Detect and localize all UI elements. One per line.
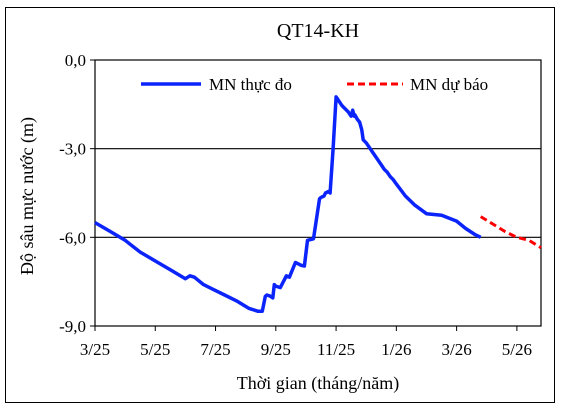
plot-area <box>94 59 542 327</box>
x-tick-label: 3/26 <box>442 340 472 359</box>
x-tick-label: 5/25 <box>140 340 170 359</box>
legend-label-observed: MN thực đo <box>209 75 292 94</box>
y-tick-label: 0,0 <box>65 51 86 70</box>
y-tick-label: -6,0 <box>59 228 86 247</box>
y-tick-label: -9,0 <box>59 317 86 336</box>
legend-label-forecast: MN dự báo <box>410 75 488 94</box>
observed-series-line <box>94 95 482 313</box>
x-axis-label: Thời gian (tháng/năm) <box>237 373 399 394</box>
y-axis-label: Độ sâu mực nước (m) <box>17 117 38 275</box>
forecast-series-line <box>479 215 542 249</box>
y-tick-label: -3,0 <box>59 140 86 159</box>
x-tick-label: 9/25 <box>261 340 291 359</box>
chart-frame <box>5 7 555 403</box>
x-tick-label: 3/25 <box>80 340 110 359</box>
x-tick-label: 1/26 <box>381 340 411 359</box>
x-tick-label: 5/26 <box>502 340 532 359</box>
x-tick-label: 11/25 <box>317 340 355 359</box>
x-tick-label: 7/25 <box>200 340 230 359</box>
chart-title: QT14-KH <box>277 20 359 42</box>
